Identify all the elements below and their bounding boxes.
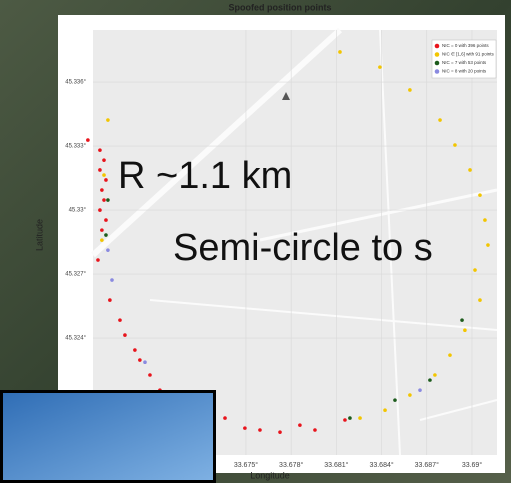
point: [383, 408, 387, 412]
legend-marker: [434, 52, 440, 57]
legend-label: NIC = 7 with 53 points: [442, 60, 487, 65]
x-axis-label: Longitude: [250, 470, 290, 480]
point: [378, 65, 382, 69]
point: [104, 233, 108, 237]
annotation: R ~1.1 km: [118, 155, 292, 197]
point: [343, 418, 347, 422]
legend-box: [431, 39, 497, 79]
chart-title: Spoofed position points: [229, 2, 332, 12]
point: [96, 258, 100, 262]
map-marker: [282, 92, 290, 100]
point: [438, 118, 442, 122]
point: [460, 318, 464, 322]
point: [313, 428, 317, 432]
point: [104, 218, 108, 222]
point: [223, 416, 227, 420]
point: [108, 298, 112, 302]
legend-marker: [434, 60, 440, 66]
point: [408, 393, 412, 397]
legend-label: NIC = 8 with 20 points: [442, 69, 487, 74]
point: [106, 118, 110, 122]
point: [106, 198, 110, 202]
x-tick-label: 33.678°: [279, 461, 303, 469]
point: [338, 50, 342, 54]
overlay-box: [0, 390, 216, 483]
point: [100, 228, 104, 232]
point: [478, 298, 482, 302]
y-tick-label: 45.324°: [65, 336, 86, 342]
point: [486, 243, 490, 247]
x-tick-label: 33.684°: [369, 461, 393, 469]
point: [448, 353, 452, 357]
point: [100, 188, 104, 192]
legend-label: NIC = 0 with 396 points: [442, 43, 489, 48]
point: [104, 178, 108, 182]
point: [118, 318, 122, 322]
point: [258, 428, 262, 432]
point: [123, 333, 127, 337]
y-tick-label: 45.33°: [69, 208, 87, 214]
point: [428, 378, 432, 382]
point: [102, 198, 106, 202]
y-tick-label: 45.336°: [65, 80, 86, 86]
point: [358, 416, 362, 420]
point: [100, 238, 104, 242]
x-tick-label: 33.687°: [415, 461, 439, 469]
point: [102, 173, 106, 177]
point: [473, 268, 477, 272]
point: [418, 388, 422, 392]
point: [138, 358, 142, 362]
y-axis-label: Latitude: [34, 219, 44, 251]
map-area: [93, 30, 497, 455]
point: [483, 218, 487, 222]
plot: 33.675° 33.678° 33.681° 33.684° 33.687° 33.69…: [65, 30, 497, 469]
point: [98, 148, 102, 152]
x-tick-label: 33.675°: [234, 461, 258, 469]
point: [453, 143, 457, 147]
x-tick-label: 33.681°: [324, 461, 348, 469]
legend-label: NIC ∈ [1,6] with 91 points: [442, 52, 494, 57]
point: [433, 373, 437, 377]
point: [348, 416, 352, 420]
legend-marker: [434, 43, 440, 49]
legend-marker: [434, 69, 440, 74]
point: [143, 360, 147, 364]
point: [106, 248, 110, 252]
point: [148, 373, 152, 377]
point: [278, 430, 282, 434]
point: [86, 138, 90, 142]
point: [468, 168, 472, 172]
y-tick-label: 45.327°: [65, 272, 86, 278]
point: [463, 328, 467, 332]
point: [98, 208, 102, 212]
x-tick-label: 33.69°: [462, 461, 483, 469]
map-roads: [90, 27, 498, 456]
point: [408, 88, 412, 92]
point: [98, 168, 102, 172]
annotation: Semi-circle to s: [173, 227, 433, 269]
point: [110, 278, 114, 282]
point: [102, 158, 106, 162]
point: [243, 426, 247, 430]
point: [478, 193, 482, 197]
point: [393, 398, 397, 402]
point: [298, 423, 302, 427]
point: [133, 348, 137, 352]
y-tick-label: 45.333°: [65, 144, 86, 150]
